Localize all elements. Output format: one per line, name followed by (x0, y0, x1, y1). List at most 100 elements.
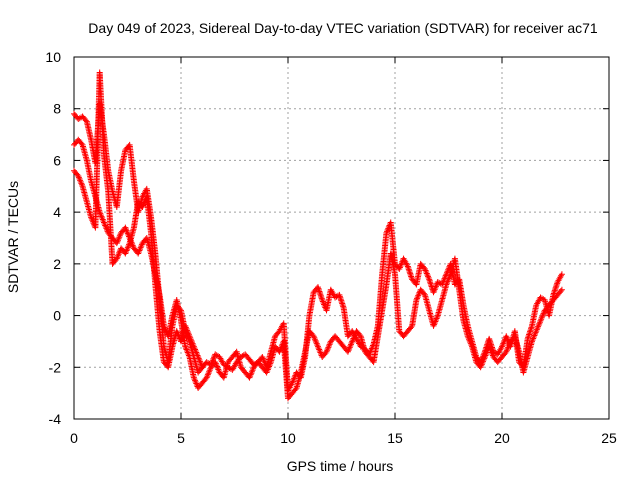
data-point (408, 324, 415, 331)
data-point (443, 280, 450, 287)
y-tick-label: 6 (53, 152, 61, 168)
data-point (488, 349, 495, 356)
data-point (88, 215, 95, 222)
data-point (505, 342, 512, 349)
data-point (184, 328, 191, 335)
data-point (539, 313, 546, 320)
data-point (530, 335, 537, 342)
data-point (384, 226, 391, 233)
data-point (445, 277, 452, 284)
data-point (530, 333, 537, 340)
data-point (431, 286, 438, 293)
data-point (349, 336, 356, 343)
data-point (259, 355, 266, 362)
data-point (135, 250, 142, 257)
data-point (499, 342, 506, 349)
data-point (310, 333, 317, 340)
data-point (477, 364, 484, 371)
data-point (265, 365, 272, 372)
data-point (432, 284, 439, 291)
data-point (97, 212, 104, 219)
data-point (315, 345, 322, 352)
data-point (444, 278, 451, 285)
data-point (421, 266, 428, 273)
data-point (325, 342, 332, 349)
data-point (415, 292, 422, 299)
data-point (100, 219, 107, 226)
data-point (504, 336, 511, 343)
data-point (206, 368, 213, 375)
x-tick-label: 0 (70, 430, 78, 446)
data-point (467, 339, 474, 346)
data-point (356, 331, 363, 338)
data-point (447, 272, 454, 279)
data-point (533, 328, 540, 335)
data-point (535, 323, 542, 330)
data-point (483, 350, 490, 357)
data-point (344, 348, 351, 355)
data-point (185, 350, 192, 357)
data-point (122, 249, 129, 256)
data-point (398, 261, 405, 268)
data-point (347, 342, 354, 349)
data-point (348, 339, 355, 346)
data-point (193, 380, 200, 387)
data-point (189, 339, 196, 346)
data-point (506, 341, 513, 348)
data-point (139, 203, 146, 210)
data-point (534, 325, 541, 332)
data-point (531, 332, 538, 339)
data-point (205, 370, 212, 377)
data-point (319, 298, 326, 305)
data-point (277, 347, 284, 354)
data-point (129, 242, 136, 249)
data-point (212, 360, 219, 367)
data-point (247, 371, 254, 378)
data-point (76, 175, 83, 182)
data-point (215, 366, 222, 373)
data-point (276, 348, 283, 355)
y-tick-label: 2 (53, 256, 61, 272)
points (71, 69, 565, 402)
data-point (173, 328, 180, 335)
data-point (313, 339, 320, 346)
data-point (503, 334, 510, 341)
data-point (115, 237, 122, 244)
data-point (184, 327, 191, 334)
data-point (384, 228, 391, 235)
data-point (191, 345, 198, 352)
data-point (346, 344, 353, 351)
data-point (504, 345, 511, 352)
data-point (326, 341, 333, 348)
data-point (500, 340, 507, 347)
data-point (140, 202, 147, 209)
data-point (184, 348, 191, 355)
data-point (466, 337, 473, 344)
data-point (78, 181, 85, 188)
data-point (246, 374, 253, 381)
data-point (249, 367, 256, 374)
data-point (396, 266, 403, 273)
data-point (420, 290, 427, 297)
data-point (263, 369, 270, 376)
data-point (115, 252, 122, 259)
data-point (266, 363, 273, 370)
data-point (291, 375, 298, 382)
data-point (467, 340, 474, 347)
data-point (319, 297, 326, 304)
data-point (311, 336, 318, 343)
data-point (100, 218, 107, 225)
x-tick-label: 5 (177, 430, 185, 446)
data-point (192, 379, 199, 386)
data-point (465, 336, 472, 343)
data-point (125, 243, 132, 250)
data-point (317, 349, 324, 356)
data-point (102, 222, 109, 229)
data-point (350, 335, 357, 342)
data-point (540, 310, 547, 317)
data-point (432, 317, 439, 324)
data-point (102, 223, 109, 230)
data-point (115, 251, 122, 258)
data-point (487, 348, 494, 355)
